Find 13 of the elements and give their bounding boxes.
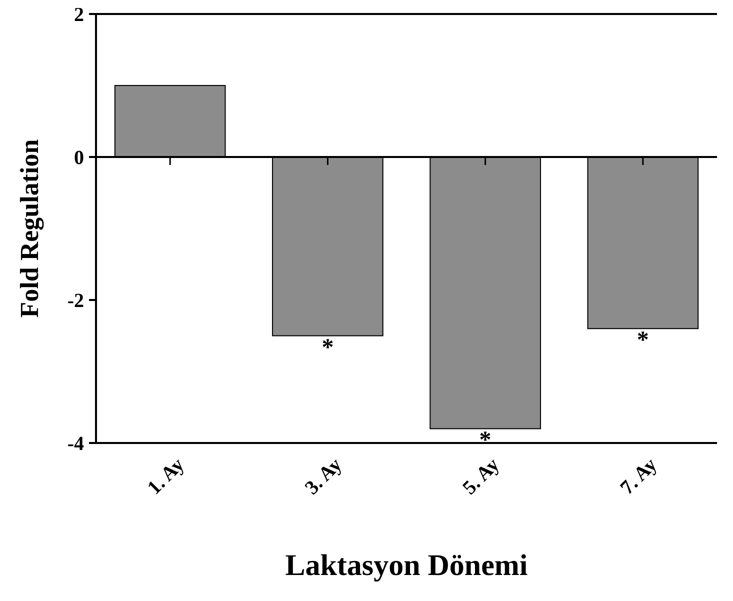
- x-tick-label: 1. Ay: [143, 454, 189, 500]
- y-axis-title: Fold Regulation: [15, 138, 44, 318]
- annotation: *: [636, 328, 649, 354]
- y-tick-label: -2: [67, 290, 84, 312]
- x-tick-label: 3. Ay: [301, 454, 346, 500]
- x-tick-label: 7. Ay: [616, 454, 662, 500]
- annotation: *: [322, 334, 334, 361]
- x-axis-title: Laktasyon Dönemi: [285, 549, 528, 582]
- x-tick-label: 5. Ay: [458, 454, 504, 500]
- y-tick-label: -4: [67, 433, 84, 455]
- annotation: *: [479, 428, 492, 454]
- y-tick-label: 2: [74, 4, 84, 26]
- y-tick-label: 0: [74, 147, 84, 169]
